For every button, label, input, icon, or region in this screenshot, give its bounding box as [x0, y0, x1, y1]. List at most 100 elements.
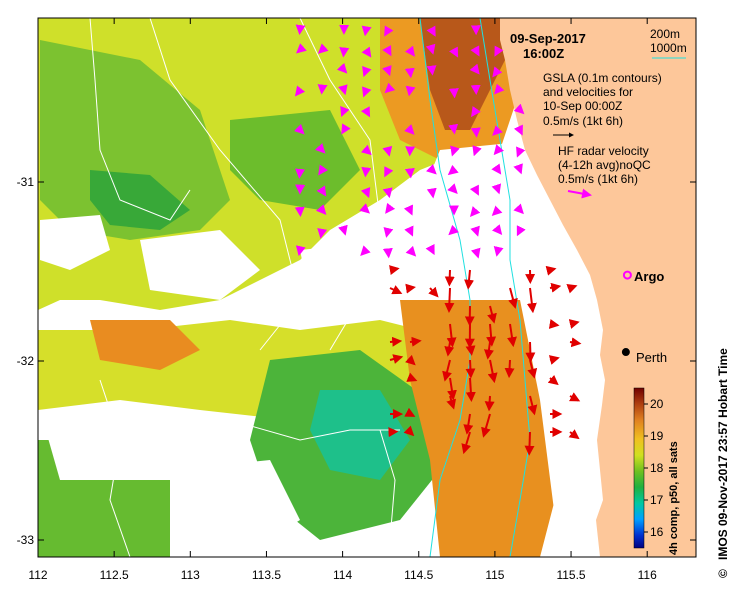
- radar-arrow: [404, 45, 415, 57]
- radar-arrow: [513, 103, 525, 115]
- x-tick-label: 115.5: [556, 568, 585, 582]
- radar-arrow: [404, 67, 415, 79]
- argo-label: Argo: [634, 269, 664, 284]
- colorbar-tick-label: 19: [650, 429, 664, 443]
- radar-arrow: [491, 163, 502, 175]
- radar-arrow: [426, 187, 437, 199]
- radar-arrow: [491, 224, 503, 236]
- current-arrow: [487, 305, 497, 324]
- colorbar-tick-label: 18: [650, 461, 664, 475]
- x-tick-label: 114.5: [404, 568, 433, 582]
- radar-arrow: [317, 228, 328, 239]
- cloud-gap-7: [520, 300, 610, 557]
- y-tick-label: -33: [17, 533, 35, 547]
- current-arrow: [526, 287, 537, 314]
- current-arrow: [405, 283, 416, 294]
- current-arrow: [465, 377, 476, 403]
- current-arrow: [568, 319, 580, 329]
- radar-arrow: [447, 164, 459, 176]
- current-arrow: [486, 323, 497, 347]
- colorbar: [633, 387, 645, 549]
- sst-region-darkgreen: [90, 170, 190, 230]
- radar-arrow: [469, 184, 479, 196]
- current-arrow: [465, 359, 476, 379]
- current-arrow: [444, 269, 455, 287]
- radar-arrow: [516, 225, 526, 237]
- radar-arrow: [384, 82, 396, 94]
- radar-arrow: [382, 247, 393, 259]
- radar-arrow: [359, 203, 370, 214]
- land-australia: [500, 18, 696, 557]
- radar-arrow: [360, 144, 372, 156]
- current-arrow: [389, 265, 400, 275]
- radar-arrow: [360, 106, 371, 118]
- radar-arrow: [426, 25, 436, 37]
- current-arrow: [483, 341, 494, 360]
- radar-arrow: [294, 85, 306, 97]
- current-arrow: [409, 336, 422, 347]
- radar-arrow: [405, 85, 416, 97]
- argo-marker: [622, 270, 632, 280]
- current-arrow: [446, 323, 457, 348]
- radar-arrow: [316, 204, 327, 215]
- imos-side-label: IMOS 09-Nov-2017 23:57 Hobart Time: [716, 348, 730, 560]
- sst-field: [38, 18, 610, 557]
- radar-arrow: [385, 202, 396, 214]
- current-arrow: [484, 395, 495, 412]
- radar-arrow: [362, 86, 372, 98]
- sst-region-brown-coast: [420, 18, 505, 130]
- current-arrow: [569, 392, 581, 402]
- current-arrow: [428, 286, 439, 298]
- gsla-contour-4: [99, 379, 131, 557]
- gsla-contour-2: [149, 18, 301, 351]
- radar-arrow: [448, 88, 459, 99]
- radar-arrow: [337, 84, 348, 96]
- radar-arrow: [383, 227, 394, 238]
- radar-arrow: [384, 166, 394, 178]
- sst-region-teal-south: [310, 390, 410, 480]
- cloud-gap-5: [170, 460, 300, 557]
- radar-arrow: [493, 144, 504, 156]
- x-axis: 112 112.5 113 113.5 114 114.5 115 115.5 116: [28, 18, 657, 582]
- current-arrow: [444, 341, 455, 357]
- gsla-contour-6: [379, 429, 396, 541]
- radar-arrow: [491, 183, 502, 195]
- map-date: 09-Sep-2017: [510, 31, 586, 46]
- current-arrow: [461, 431, 472, 455]
- current-arrow: [507, 323, 517, 348]
- radar-arrow: [404, 167, 415, 179]
- current-arrow: [524, 431, 535, 456]
- current-arrow: [545, 265, 557, 276]
- perth-label: Perth: [636, 350, 667, 365]
- y-tick-label: -32: [17, 354, 35, 368]
- radar-arrow: [340, 105, 350, 118]
- y-axis: -31 -32 -33: [17, 175, 696, 547]
- current-arrow: [487, 359, 498, 384]
- radar-arrow: [469, 63, 480, 75]
- radar-label-3: 0.5m/s (1kt 6h): [558, 172, 638, 186]
- current-arrow: [403, 425, 415, 437]
- gsla-velocity-arrows: [388, 265, 582, 456]
- current-arrow: [463, 413, 474, 435]
- radar-arrow: [469, 206, 481, 218]
- plot-area: [38, 18, 696, 557]
- radar-arrow: [404, 124, 415, 135]
- current-arrow: [406, 372, 418, 382]
- cloud-gap-4: [40, 410, 250, 480]
- current-arrow: [527, 359, 538, 379]
- contour-1000m: [419, 18, 471, 557]
- colorbar-ticks: 16 17 18 19 20: [644, 397, 664, 539]
- current-arrow: [547, 374, 559, 386]
- radar-arrow: [384, 25, 394, 37]
- current-arrow: [481, 413, 491, 438]
- radar-arrow: [341, 123, 351, 135]
- radar-arrow: [492, 66, 503, 78]
- colorbar-tick-label: 16: [650, 525, 664, 539]
- radar-arrow: [360, 187, 371, 199]
- current-arrow: [568, 429, 580, 440]
- current-arrow: [465, 341, 476, 356]
- radar-arrow: [472, 145, 482, 157]
- x-tick-label: 112.5: [100, 568, 129, 582]
- radar-arrow: [494, 83, 505, 95]
